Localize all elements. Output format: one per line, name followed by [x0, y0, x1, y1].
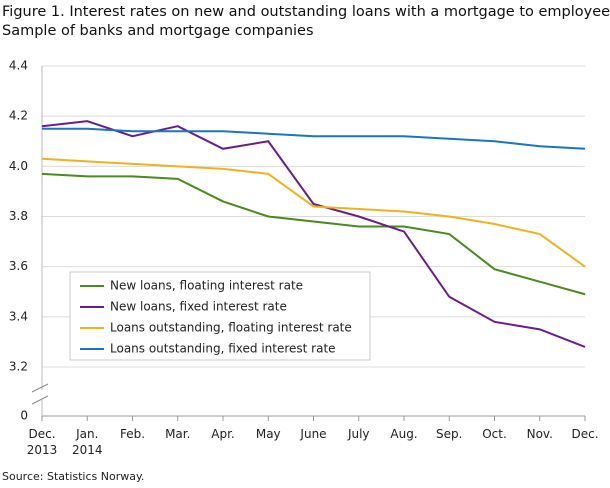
y-tick-label: 4.0 [9, 159, 28, 173]
x-tick-label: Apr. [211, 427, 235, 441]
y-tick-label: 3.6 [9, 259, 28, 273]
title-block: Figure 1. Interest rates on new and outs… [2, 3, 610, 41]
series-line [41, 157, 586, 268]
x-tick-label: Aug. [390, 427, 418, 441]
axis-break [31, 395, 49, 405]
x-tick-label: Mar. [165, 427, 191, 441]
legend-label: New loans, fixed interest rate [110, 300, 287, 314]
legend-label: New loans, floating interest rate [110, 279, 303, 293]
x-tick-label: June [300, 427, 327, 441]
series-line [42, 127, 586, 150]
x-tick-label: Jan. 2014 [71, 427, 103, 457]
legend-label: Loans outstanding, floating interest rat… [110, 321, 352, 335]
chart-title: Figure 1. Interest rates on new and outs… [2, 4, 610, 20]
axis-break [31, 383, 49, 393]
x-tick-label: Sep. [436, 427, 463, 441]
y-tick-label: 4.4 [9, 59, 28, 73]
series-line [41, 172, 586, 296]
source: Source: Statistics Norway. [2, 470, 145, 483]
x-tick-label: Dec. [571, 427, 599, 441]
x-tick-label: Feb. [119, 427, 146, 441]
x-tick-label: Nov. [526, 427, 553, 441]
y-tick-label: 0 [20, 409, 28, 423]
y-tick-label: 3.8 [9, 209, 28, 223]
y-tick-label: 4.2 [9, 109, 28, 123]
y-tick-label: 3.4 [9, 309, 28, 323]
chart-subtitle: Sample of banks and mortgage companies [2, 23, 314, 39]
x-tick-label: July [347, 427, 370, 441]
x-tick-label: Oct. [482, 427, 507, 441]
x-tick-label: May [255, 427, 281, 441]
series-line [41, 120, 586, 348]
legend-box [69, 271, 371, 361]
x-tick-label: Dec. 2013 [26, 427, 58, 457]
y-tick-label: 3.2 [9, 360, 28, 374]
legend-label: Loans outstanding, fixed interest rate [110, 342, 336, 356]
